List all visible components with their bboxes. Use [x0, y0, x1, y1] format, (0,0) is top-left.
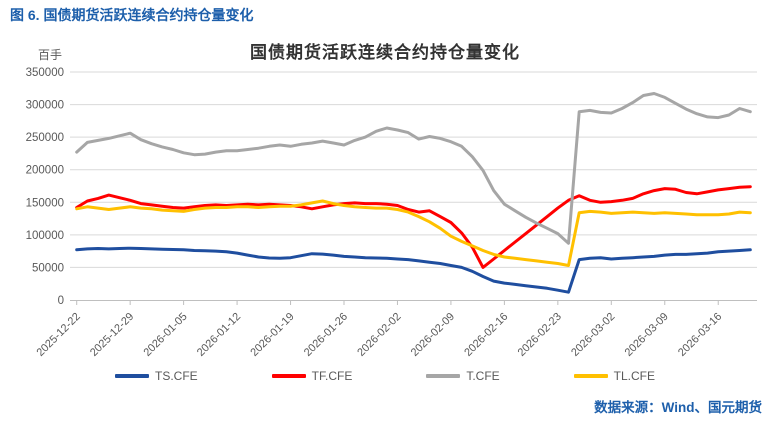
x-tick-label: 2026-02-09 — [409, 311, 457, 359]
chart-title: 国债期货活跃连续合约持仓量变化 — [250, 43, 520, 62]
y-tick-label: 200000 — [26, 165, 64, 177]
legend-item-TS.CFE: TS.CFE — [114, 369, 198, 383]
chart-legend: TS.CFE TF.CFE T.CFE TL.CFE — [0, 369, 770, 383]
legend-label: TS.CFE — [154, 369, 198, 383]
legend-item-T.CFE: T.CFE — [426, 369, 500, 383]
y-tick-label: 250000 — [26, 132, 64, 144]
y-tick-label: 350000 — [26, 67, 64, 79]
y-tick-label: 100000 — [26, 230, 64, 242]
x-tick-label: 2026-01-12 — [195, 311, 243, 359]
legend-item-TL.CFE: TL.CFE — [573, 369, 656, 383]
legend-swatch-TS.CFE — [114, 374, 149, 378]
series-line-T.CFE — [75, 92, 752, 245]
x-tick-label: 2025-12-29 — [88, 311, 136, 359]
x-tick-label: 2026-02-02 — [355, 311, 403, 359]
y-tick-label: 300000 — [26, 100, 64, 112]
y-tick-label: 150000 — [26, 197, 64, 209]
y-tick-label: 50000 — [32, 262, 64, 274]
x-tick-label: 2026-02-23 — [516, 311, 564, 359]
legend-swatch-T.CFE — [426, 374, 461, 378]
figure-caption: 图 6. 国债期货活跃连续合约持仓量变化 — [10, 7, 254, 23]
x-tick-label: 2026-01-05 — [141, 311, 189, 359]
legend-label: T.CFE — [466, 369, 500, 383]
legend-swatch-TL.CFE — [573, 374, 608, 378]
legend-item-TF.CFE: TF.CFE — [271, 369, 353, 383]
y-tick-label: 0 — [58, 295, 64, 307]
series-line-TF.CFE — [75, 185, 752, 269]
series-line-TL.CFE — [75, 199, 752, 267]
legend-swatch-TF.CFE — [271, 374, 306, 378]
x-tick-label: 2026-01-26 — [302, 311, 350, 359]
x-tick-label: 2026-03-16 — [676, 311, 724, 359]
x-tick-label: 2026-02-16 — [462, 311, 510, 359]
legend-label: TL.CFE — [613, 369, 656, 383]
x-tick-label: 2026-03-02 — [569, 311, 617, 359]
x-tick-label: 2026-01-19 — [248, 311, 296, 359]
x-tick-label: 2026-03-09 — [623, 311, 671, 359]
y-axis-unit-label: 百手 — [38, 48, 63, 62]
series-line-TS.CFE — [75, 246, 752, 294]
data-source-text: 数据来源：Wind、国元期货 — [594, 400, 762, 415]
legend-label: TF.CFE — [311, 369, 353, 383]
x-tick-label: 2025-12-22 — [35, 311, 83, 359]
